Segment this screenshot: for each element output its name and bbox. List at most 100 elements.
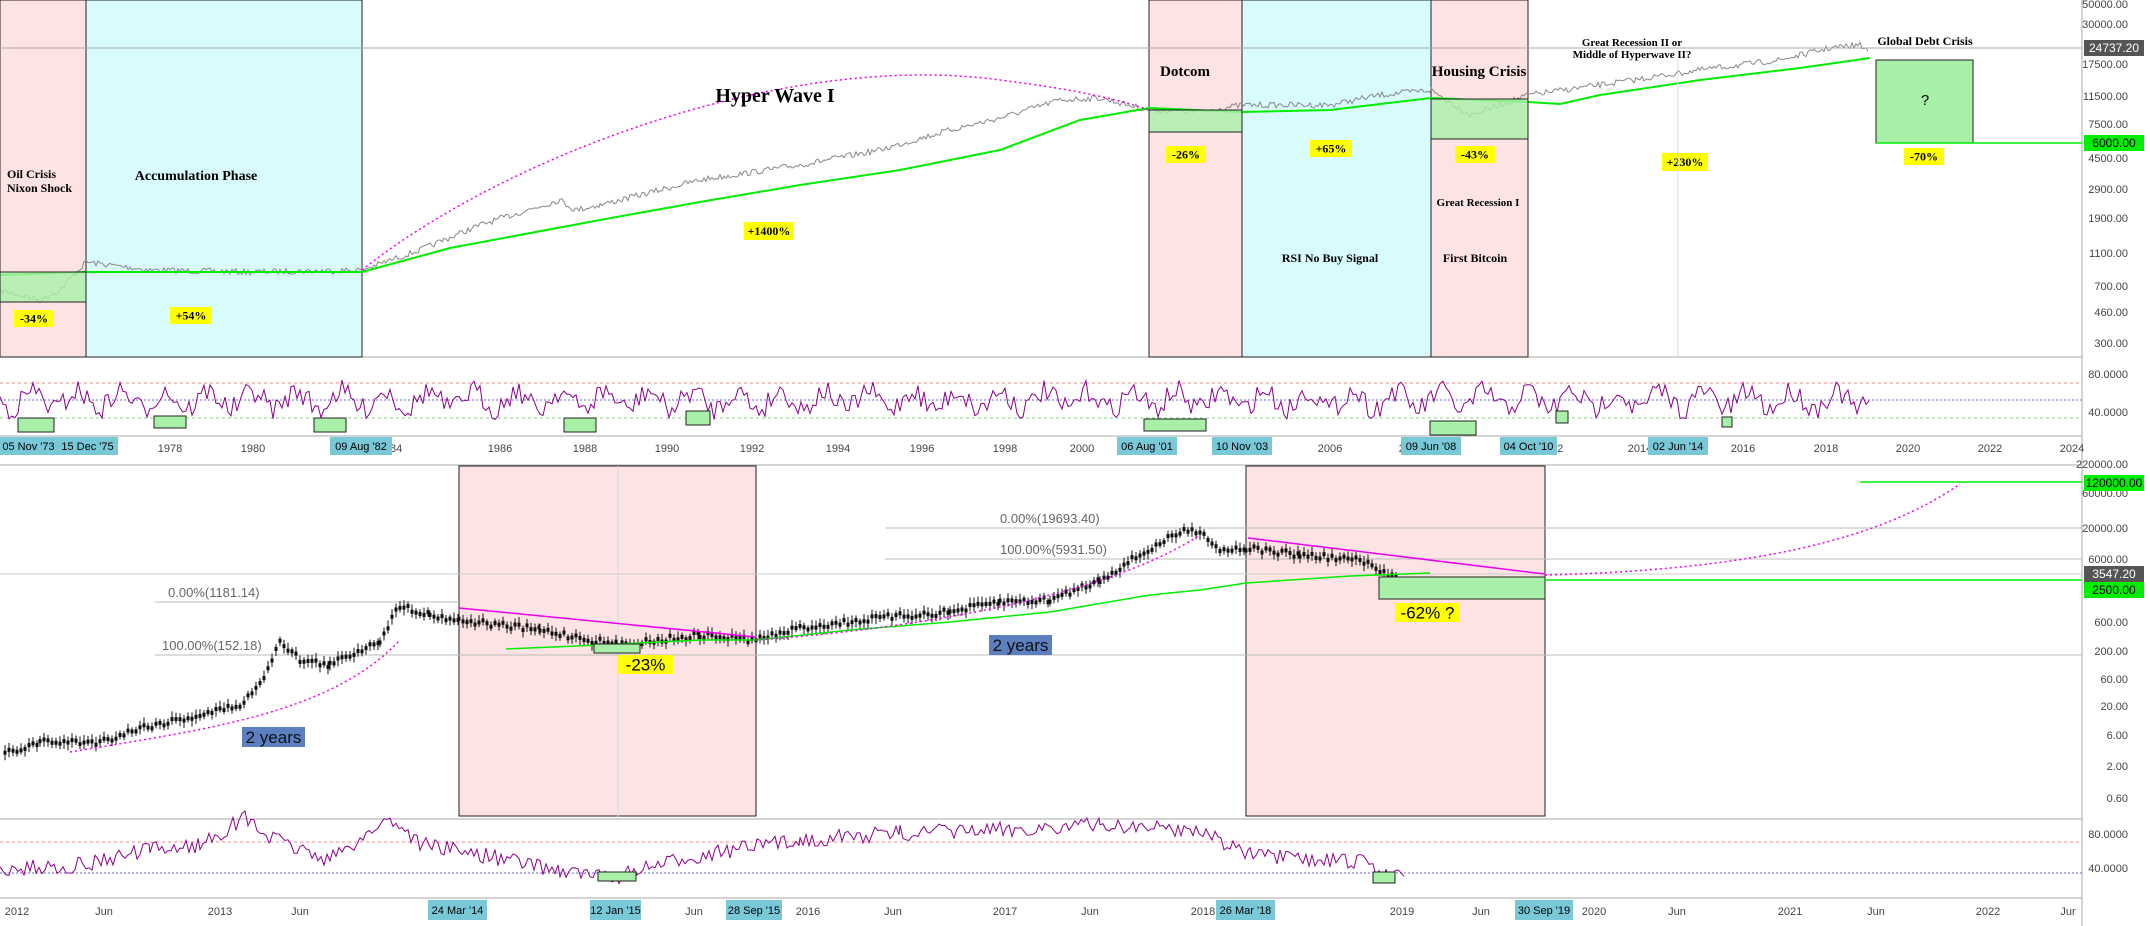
moving-average [505,572,1431,650]
candle [722,636,726,641]
zone-2 [1148,0,1243,358]
candle [972,603,976,608]
candle [1064,589,1068,594]
rsi-tick: 80.0000 [2088,369,2128,381]
rsi-line [0,378,1870,421]
candle [202,712,206,717]
y-tick: 300.00 [2094,338,2128,350]
candle [960,607,964,612]
candle [102,736,106,741]
candle [158,720,162,725]
candle [706,631,710,636]
candle [1234,545,1238,550]
candle [489,624,493,629]
candle [998,598,1002,603]
rsi-tick: 40.0000 [2088,863,2128,875]
candle [344,654,348,659]
gr2-label: Middle of Hyperwave II? [1573,49,1692,61]
candle [382,631,386,636]
candle [1030,599,1034,604]
drawdown-pct-bg [1395,603,1460,622]
candle [640,641,644,646]
x-tick: 2022 [1976,906,2000,918]
candle [1302,552,1306,557]
candle [238,704,242,709]
candle [830,621,834,626]
candle [1378,570,1382,575]
candle [1298,554,1302,559]
x-tick: 2000 [1070,443,1094,455]
drawdown-pct-bg [618,655,673,674]
candle [826,624,830,629]
candle [1098,580,1102,585]
candle [230,706,234,711]
candle [1138,553,1142,558]
candle [834,620,838,625]
candle [1242,547,1246,552]
candle [90,739,94,744]
candle [550,631,554,636]
candle [46,738,50,743]
y-tick: 17500.00 [2082,59,2128,71]
candle [258,681,262,686]
candle [948,609,952,614]
candle [318,663,322,668]
candle [422,612,426,617]
x-tick: Jun [291,906,309,918]
candle [242,700,246,705]
candle [1014,599,1018,604]
candle [1366,559,1370,564]
target-tag-bg [2084,135,2144,151]
x-tick: 2020 [1896,443,1920,455]
candle [1134,556,1138,561]
candle [1034,600,1038,605]
candle [282,644,286,649]
candle [1230,548,1234,553]
zone-title: Accumulation Phase [135,169,258,184]
candle [854,618,858,623]
candle [250,691,254,696]
candle [398,605,402,610]
candle [1210,541,1214,546]
candle [326,664,330,669]
candle [692,631,696,636]
candle [226,703,230,708]
candle [426,610,430,615]
candle [1346,556,1350,561]
candle [930,613,934,618]
price-tag: 24737.20 [2089,41,2139,55]
candle [758,634,762,639]
rsi-tick: 40.0000 [2088,407,2128,419]
candle [738,635,742,640]
candle [750,636,754,641]
candle [1214,544,1218,549]
date-tag: 05 Nov '73 [2,441,54,453]
candle [562,630,566,635]
candle [1154,542,1158,547]
candle [842,618,846,623]
candle [672,637,676,642]
candle [846,622,850,627]
candle [166,721,170,726]
candle [290,649,294,654]
rsi-signal-box [313,417,347,433]
candle [980,602,984,607]
candle [78,742,82,747]
candle [529,627,533,632]
rsi-signal-box [17,417,55,433]
candle [348,654,352,659]
candle [914,614,918,619]
candle [1260,550,1264,555]
candle [782,631,786,636]
x-tick: 2013 [208,906,232,918]
high-tag: 120000.00 [2086,476,2143,490]
y-tick: 600.00 [2094,617,2128,629]
candle [862,619,866,624]
rsi-signal-box [597,871,637,882]
candle [1006,598,1010,603]
zone-4 [1430,0,1529,358]
candle [364,646,368,651]
candle [448,616,452,621]
candle [1288,550,1292,555]
y-tick: 1100.00 [2089,248,2128,260]
